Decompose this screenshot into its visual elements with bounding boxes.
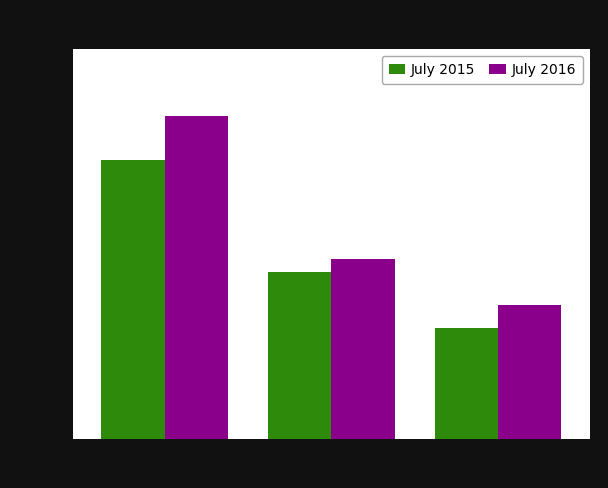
Bar [165, 116, 228, 439]
Bar [268, 272, 331, 439]
Legend: July 2015, July 2016: July 2015, July 2016 [382, 56, 583, 83]
Bar [498, 305, 561, 439]
Bar [435, 327, 498, 439]
Bar [102, 161, 165, 439]
Bar [331, 259, 395, 439]
